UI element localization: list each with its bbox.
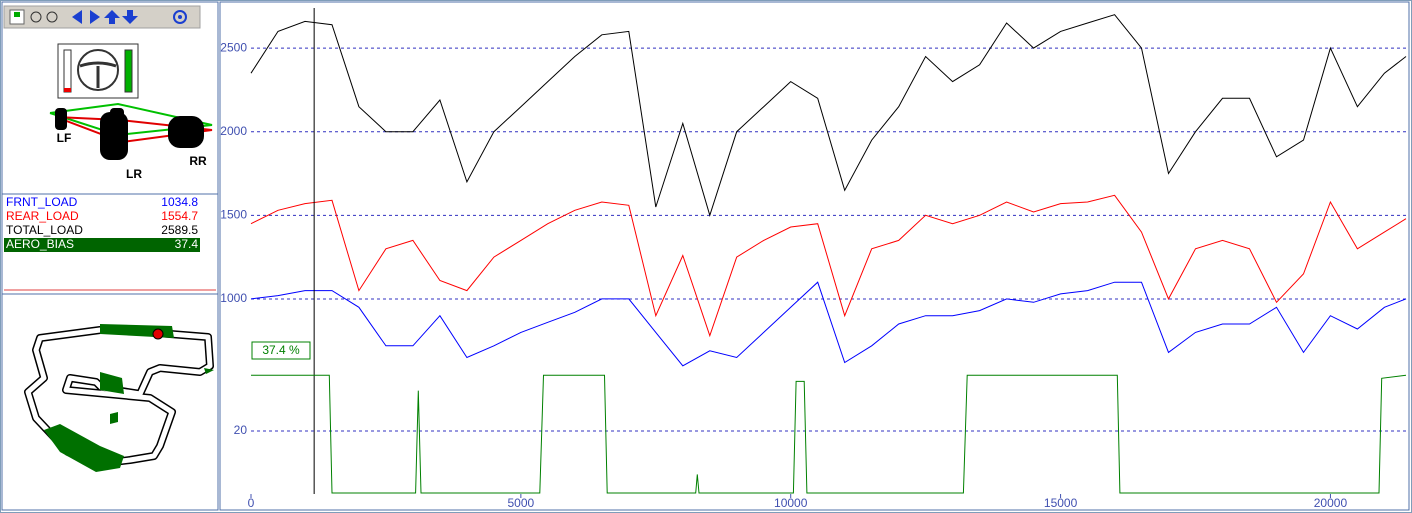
throttle-bar <box>124 49 133 93</box>
brake-bar <box>63 49 72 93</box>
x-tick-label: 15000 <box>1044 496 1078 510</box>
channel-list: FRNT_LOAD 1034.8 REAR_LOAD 1554.7 TOTAL_LOAD… <box>4 195 200 252</box>
zoom-out-button[interactable] <box>46 11 58 23</box>
right-button[interactable] <box>90 10 100 24</box>
car-frame-green <box>49 102 213 137</box>
brake-level <box>64 88 71 92</box>
annotation: 37.4 % <box>262 343 300 357</box>
steering-spokes <box>79 61 117 88</box>
tire-rf <box>110 108 124 124</box>
channel-highlight <box>4 238 200 252</box>
tire-label: LR <box>126 167 142 181</box>
tire-lr <box>100 112 128 160</box>
track-map <box>24 324 214 472</box>
target-dot <box>178 15 182 19</box>
tire-lf <box>55 108 67 130</box>
y-tick-label: 2000 <box>220 124 247 138</box>
tire-rr <box>168 116 204 148</box>
zoom-in-button[interactable] <box>30 11 42 23</box>
series-line <box>250 194 1407 338</box>
track-segment <box>110 412 118 424</box>
x-tick-label: 5000 <box>508 496 535 510</box>
channel-name: AERO_BIAS <box>6 237 74 251</box>
channel-value: 1554.7 <box>161 209 198 223</box>
down-button-stem <box>127 10 133 16</box>
y-tick-label: 2500 <box>220 40 247 54</box>
steering-wheel <box>77 49 119 91</box>
toolbar <box>3 5 201 29</box>
track-segment <box>100 372 124 394</box>
series-line <box>250 14 1407 217</box>
series-line <box>250 281 1407 367</box>
flag-icon <box>14 12 20 17</box>
car-diagram: LF LR RR <box>49 43 213 181</box>
down-button[interactable] <box>122 16 138 24</box>
up-button[interactable] <box>104 10 120 18</box>
tire-label: LF <box>57 131 72 145</box>
car-position <box>152 328 164 340</box>
toolbar-bg <box>3 5 201 29</box>
series-line <box>251 374 1407 494</box>
x-tick-label: 10000 <box>774 496 808 510</box>
channel-value: 1034.8 <box>161 195 198 209</box>
track-surface <box>25 327 213 467</box>
channel-name: REAR_LOAD <box>6 209 79 223</box>
x-tick-label: 20000 <box>1314 496 1348 510</box>
target-button[interactable] <box>173 10 187 24</box>
chart-pane <box>219 1 1410 511</box>
track-segment <box>44 424 124 472</box>
y-tick-label: 20 <box>234 423 248 437</box>
y-tick-label: 1000 <box>220 291 247 305</box>
channel-value: 37.4 <box>175 237 199 251</box>
up-button-stem <box>109 18 115 24</box>
channel-name: TOTAL_LOAD <box>6 223 83 237</box>
tire-label: RR <box>189 154 207 168</box>
channel-value: 2589.5 <box>161 223 198 237</box>
track-segment <box>204 368 214 374</box>
y-tick-label: 1500 <box>220 208 247 222</box>
x-tick-label: 0 <box>248 496 255 510</box>
left-button[interactable] <box>72 10 82 24</box>
annotation-box <box>251 341 311 360</box>
channel-name: FRNT_LOAD <box>6 195 78 209</box>
